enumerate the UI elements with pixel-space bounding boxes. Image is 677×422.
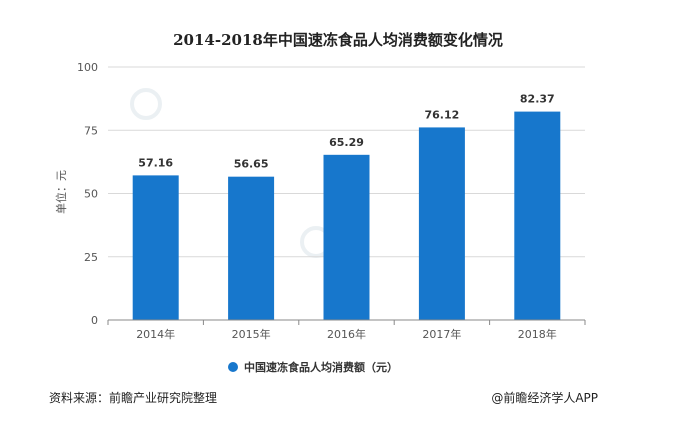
- bar[interactable]: [132, 175, 179, 320]
- source-note: 资料来源：前瞻产业研究院整理: [49, 390, 217, 405]
- chart-title: 2014-2018年中国速冻食品人均消费额变化情况: [173, 31, 503, 49]
- x-tick-label: 2016年: [327, 327, 366, 341]
- brand-credit: @前瞻经济学人APP: [491, 390, 598, 405]
- legend[interactable]: 中国速冻食品人均消费额（元）: [228, 360, 398, 374]
- x-tick-label: 2018年: [518, 327, 557, 341]
- y-tick-label: 0: [91, 314, 98, 327]
- watermark: [130, 88, 452, 258]
- data-label: 57.16: [138, 156, 173, 169]
- x-tick-labels: 2014年 2015年 2016年 2017年 2018年: [107, 320, 586, 341]
- bar[interactable]: [418, 127, 465, 320]
- data-label: 56.65: [234, 158, 269, 171]
- y-tick-label: 75: [84, 124, 98, 137]
- x-tick-label: 2017年: [422, 327, 461, 341]
- bar[interactable]: [228, 176, 275, 320]
- y-tick-label: 100: [77, 61, 98, 74]
- data-labels: 57.16 56.65 65.29 76.12 82.37: [138, 93, 554, 171]
- bar[interactable]: [323, 154, 370, 320]
- legend-label: 中国速冻食品人均消费额（元）: [244, 360, 398, 374]
- data-label: 82.37: [520, 93, 555, 106]
- x-tick-label: 2014年: [136, 327, 175, 341]
- legend-marker: [228, 362, 238, 372]
- y-tick-labels: 0 25 50 75 100: [77, 61, 98, 327]
- y-tick-label: 50: [84, 188, 98, 201]
- data-label: 65.29: [329, 136, 364, 149]
- bar[interactable]: [514, 111, 561, 320]
- bars: [132, 111, 561, 320]
- y-tick-label: 25: [84, 251, 98, 264]
- x-tick-label: 2015年: [232, 327, 271, 341]
- y-axis-label: 单位：元: [54, 170, 68, 214]
- data-label: 76.12: [425, 108, 460, 121]
